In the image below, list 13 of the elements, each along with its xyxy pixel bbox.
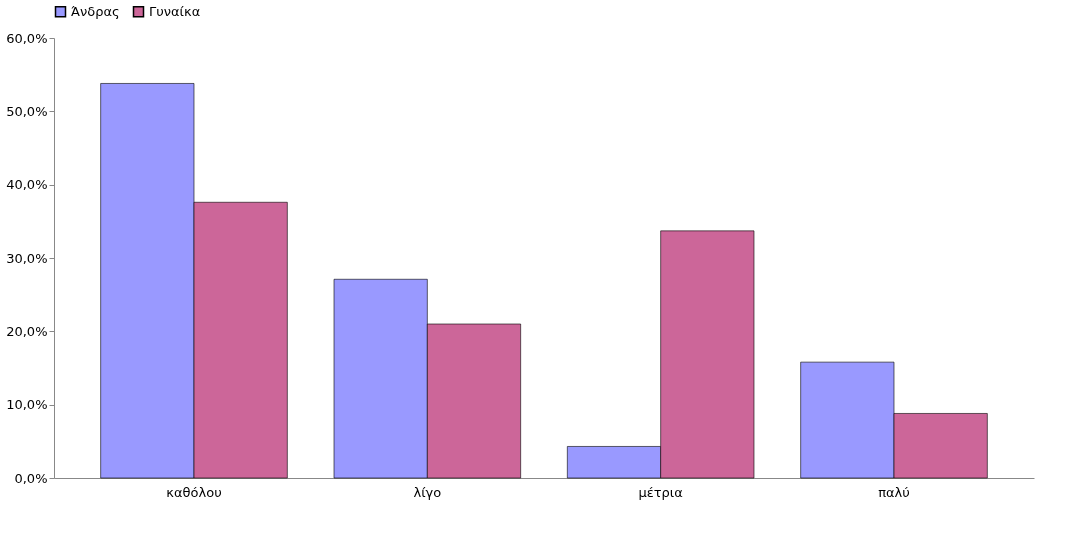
x-tick-label: μέτρια — [638, 484, 683, 500]
y-tick-label: 10,0% — [6, 397, 48, 413]
x-tick-label: καθόλου — [166, 484, 222, 500]
y-tick-label: 30,0% — [6, 250, 48, 266]
legend-label: Γυναίκα — [149, 3, 201, 19]
x-tick-label: παλύ — [878, 484, 910, 500]
legend-label: Άνδρας — [71, 3, 120, 19]
y-tick-label: 40,0% — [6, 177, 48, 193]
y-tick-label: 60,0% — [6, 30, 48, 46]
y-tick-label: 50,0% — [6, 103, 48, 119]
y-tick-label: 20,0% — [6, 323, 48, 339]
x-tick-label: λίγο — [413, 484, 442, 500]
y-tick-label: 0,0% — [14, 470, 48, 486]
